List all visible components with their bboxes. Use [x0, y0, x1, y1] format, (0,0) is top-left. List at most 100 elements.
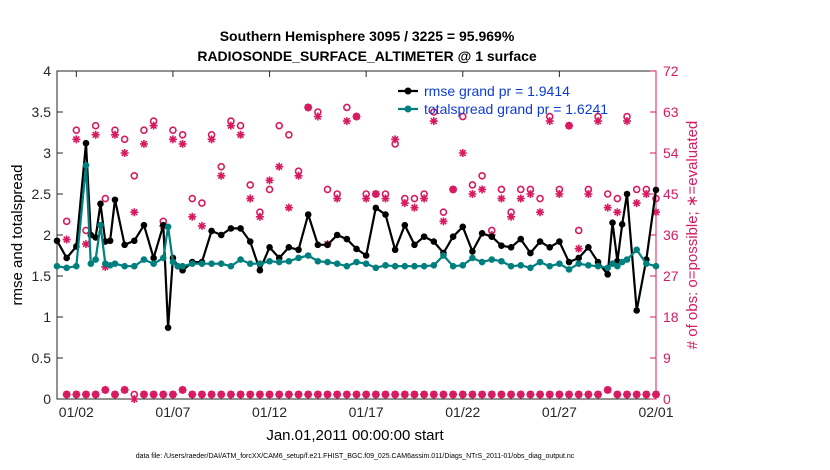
obs-evaluated-point — [410, 203, 419, 212]
obs-evaluated-point — [594, 117, 603, 126]
rmse-point — [227, 225, 235, 232]
rmse-point — [478, 230, 486, 237]
obs-possible-point — [265, 185, 274, 194]
obs-evaluated-bottom-point — [352, 390, 361, 399]
obs-evaluated-point — [168, 135, 177, 144]
obs-evaluated-bottom-point — [178, 385, 187, 394]
totalspread-line — [56, 164, 657, 271]
obs-evaluated-bottom-point — [623, 390, 632, 399]
obs-possible-point — [101, 194, 110, 203]
obs-evaluated-point — [468, 190, 477, 198]
rmse-point — [140, 221, 148, 229]
obs-possible-point — [236, 121, 245, 130]
obs-evaluated-point — [246, 194, 255, 203]
totalspread-point — [536, 258, 544, 266]
rmse-point — [63, 254, 70, 262]
obs-evaluated-bottom-point — [110, 390, 119, 399]
totalspread-point — [517, 262, 525, 269]
obs-evaluated-point — [255, 212, 264, 221]
rmse-point — [604, 271, 611, 278]
rmse-point — [106, 237, 114, 245]
legend-totalspread-marker — [404, 105, 412, 113]
x-tick-label: 01/22 — [445, 404, 480, 420]
rmse-point — [256, 266, 264, 274]
totalspread-point — [469, 254, 476, 262]
y-left-tick-label: 2 — [43, 227, 51, 243]
obs-possible-point — [497, 185, 506, 194]
totalspread-point — [643, 260, 650, 268]
obs-evaluated-bottom-point — [584, 390, 593, 399]
totalspread-point — [174, 262, 182, 270]
rmse-point — [536, 238, 544, 245]
obs-possible-point — [632, 185, 641, 194]
obs-evaluated-point — [574, 244, 583, 253]
obs-evaluated-point — [342, 117, 351, 126]
rmse-point — [382, 211, 389, 218]
obs-possible-point — [188, 194, 197, 203]
obs-evaluated-point — [632, 199, 641, 208]
obs-evaluated-point — [120, 149, 129, 157]
obs-possible-point — [439, 208, 448, 217]
obs-evaluated-point — [391, 135, 400, 144]
rmse-point — [285, 244, 293, 251]
obs-evaluated-point — [352, 112, 361, 121]
obs-evaluated-point — [207, 135, 216, 144]
totalspread-point — [527, 264, 534, 272]
rmse-point — [130, 237, 138, 245]
totalspread-point — [565, 266, 573, 273]
y-left-tick-label: 1.5 — [32, 268, 52, 284]
obs-evaluated-point — [449, 185, 458, 194]
rmse-point — [333, 231, 341, 239]
totalspread-point — [295, 254, 302, 262]
totalspread-point — [188, 260, 196, 268]
obs-evaluated-point — [371, 190, 380, 198]
obs-evaluated-point — [275, 162, 284, 171]
rmse-point — [217, 231, 225, 239]
obs-evaluated-point — [584, 190, 593, 198]
obs-evaluated-point — [188, 212, 197, 221]
obs-evaluated-point — [149, 121, 158, 130]
totalspread-point — [97, 221, 104, 229]
totalspread-point — [164, 223, 172, 231]
rmse-point — [507, 244, 515, 251]
obs-evaluated-bottom-point — [536, 390, 545, 399]
rmse-point — [556, 238, 563, 245]
obs-possible-point — [72, 126, 81, 135]
obs-possible-point — [478, 171, 486, 180]
y-left-tick-label: 0.5 — [32, 350, 52, 366]
totalspread-point — [401, 262, 409, 270]
obs-evaluated-point — [603, 203, 612, 212]
rmse-point — [111, 196, 119, 204]
totalspread-point — [227, 262, 235, 270]
rmse-point — [208, 227, 215, 235]
totalspread-point — [372, 264, 380, 272]
totalspread-point — [488, 256, 496, 263]
totalspread-point — [382, 262, 389, 269]
rmse-point — [391, 246, 399, 254]
y-right-tick-label: 45 — [663, 186, 679, 202]
rmse-point — [150, 254, 157, 262]
obs-evaluated-point — [139, 139, 148, 148]
rmse-point — [565, 258, 573, 266]
obs-evaluated-point — [613, 208, 622, 217]
rmse-point — [121, 241, 128, 249]
rmse-point — [517, 235, 525, 243]
totalspread-point — [285, 257, 293, 265]
rmse-point — [314, 241, 322, 249]
obs-evaluated-point — [516, 194, 525, 203]
totalspread-point — [217, 260, 225, 268]
totalspread-point — [140, 256, 148, 263]
obs-possible-point — [120, 135, 129, 144]
obs-evaluated-bottom-point — [265, 390, 274, 399]
y-left-tick-label: 3.5 — [32, 104, 52, 120]
y-left-tick-label: 3 — [43, 145, 51, 161]
obs-evaluated-bottom-point — [603, 385, 612, 394]
totalspread-point — [614, 262, 621, 270]
obs-evaluated-point — [439, 217, 448, 226]
obs-evaluated-bottom-point — [342, 390, 351, 399]
totalspread-point — [82, 162, 90, 169]
totalspread-point — [324, 258, 331, 266]
rmse-point — [53, 237, 61, 245]
totalspread-point — [507, 262, 515, 270]
